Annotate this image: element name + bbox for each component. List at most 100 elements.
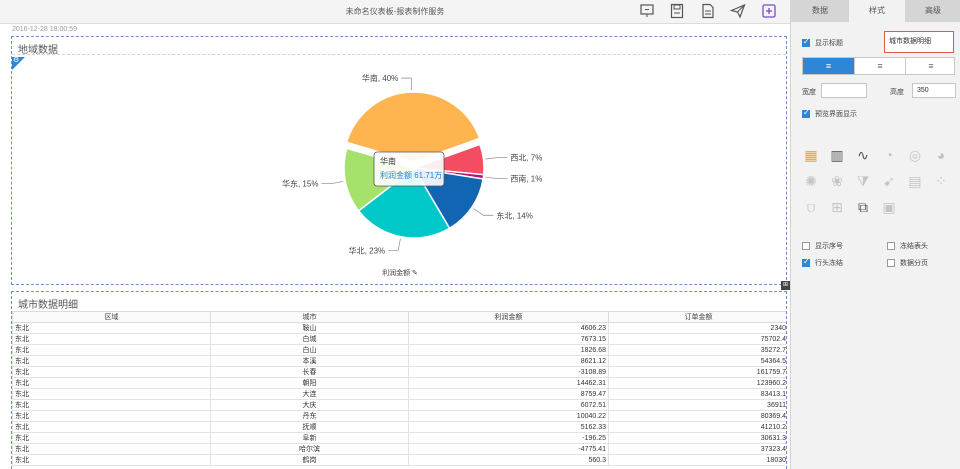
pie-slice-4[interactable]: [357, 166, 451, 239]
pie-chart[interactable]: 华南, 40% 西北, 7% 西南, 1% 东北, 14% 华北, 23% 华东, 15%…: [12, 37, 788, 286]
table-cell: 5162.33: [408, 421, 609, 433]
table-cell: -3108.89: [408, 366, 609, 378]
data-table: 区域 城市 利润金额 订单金额 东北 鞍山 4606.23 2340 东北 白城 7673.15 7…: [12, 311, 786, 466]
pie-slice-0[interactable]: [345, 91, 481, 163]
presentation-icon[interactable]: [639, 3, 655, 19]
show-row-number-checkbox[interactable]: [802, 242, 810, 250]
table-cell: 35272.7: [608, 344, 786, 356]
table-cell: 丹东: [210, 410, 409, 422]
slice-leader-line: [321, 180, 344, 185]
show-row-number-label: 显示序号: [815, 243, 843, 250]
text-block-icon[interactable]: ▣: [882, 199, 896, 215]
table-row[interactable]: 东北 鹤岗 560.3 18030: [12, 454, 786, 466]
pie-chart-icon[interactable]: ◕: [936, 147, 946, 163]
slice-leader-line: [485, 157, 508, 160]
freeze-row-header-checkbox[interactable]: [802, 257, 810, 267]
table-cell: -196.25: [408, 432, 609, 444]
column-header[interactable]: 利润金额: [408, 311, 609, 323]
table-row[interactable]: 东北 鞍山 4606.23 2340: [12, 322, 786, 334]
table-cell: 东北: [12, 344, 211, 356]
panel-title: 城市数据明细: [18, 300, 78, 311]
table-cell: 大庆: [210, 399, 409, 411]
sidebar-tabs: 数据 样式 高级: [791, 0, 960, 22]
table-panel[interactable]: 城市数据明细 区域 城市 利润金额 订单金额 东北 鞍山 4606.23 2340 东北 白城 7…: [11, 291, 787, 469]
tab-style[interactable]: 样式: [849, 0, 905, 22]
map-icon[interactable]: ➹: [883, 173, 895, 189]
funnel-icon[interactable]: ⧩: [856, 173, 870, 189]
height-input[interactable]: 350: [912, 83, 956, 98]
send-icon[interactable]: [729, 3, 746, 19]
title-input[interactable]: 城市数据明细: [884, 31, 954, 53]
table-cell: 41210.2: [608, 421, 786, 433]
save-as-icon[interactable]: [700, 3, 716, 19]
property-sidebar: 数据 样式 高级: [790, 0, 960, 469]
align-right-button[interactable]: ≡: [905, 58, 956, 74]
table-cell: 东北: [12, 388, 211, 400]
table-row[interactable]: 东北 阜新 -196.25 30631.3: [12, 432, 786, 444]
table-cell: 东北: [12, 432, 211, 444]
table-row[interactable]: 东北 长春 -3108.89 161759.7: [12, 366, 786, 378]
table-row[interactable]: 东北 白山 1826.68 35272.7: [12, 344, 786, 356]
column-header[interactable]: 城市: [210, 311, 409, 323]
resize-handle-icon[interactable]: ⊞: [781, 281, 790, 290]
table-cell: 鹤岗: [210, 454, 409, 466]
table-cell: 鞍山: [210, 322, 409, 334]
table-cell: 抚顺: [210, 421, 409, 433]
table-icon[interactable]: ▦: [804, 147, 818, 163]
freeze-header-checkbox[interactable]: [887, 242, 895, 250]
table-row[interactable]: 东北 大庆 6072.51 36911: [12, 399, 786, 411]
tooltip-value: 利润金额 61.71万: [380, 170, 442, 180]
table-cell: 83413.1: [608, 388, 786, 400]
save-icon[interactable]: [669, 3, 685, 19]
table-cell: 18030: [608, 454, 786, 466]
column-header[interactable]: 区域: [12, 311, 211, 323]
slice-label: 西南, 1%: [510, 174, 542, 184]
stacked-icon[interactable]: ⊞: [831, 199, 843, 215]
align-center-button[interactable]: ≡: [854, 58, 905, 74]
table-cell: -4775.41: [408, 443, 609, 455]
table-cell: 80369.4: [608, 410, 786, 422]
freeze-header-label: 冻结表头: [900, 243, 928, 250]
table-cell: 东北: [12, 366, 211, 378]
tab-data[interactable]: 数据: [791, 0, 849, 22]
table-row[interactable]: 东北 本溪 8621.12 54364.5: [12, 355, 786, 367]
show-title-checkbox[interactable]: [802, 37, 810, 47]
slice-label: 西北, 7%: [510, 154, 542, 163]
table-cell: 8621.12: [408, 355, 609, 367]
tab-advanced[interactable]: 高级: [905, 0, 960, 22]
preview-checkbox[interactable]: [802, 108, 810, 118]
table-cell: 大连: [210, 388, 409, 400]
data-pagination-checkbox[interactable]: [887, 259, 895, 267]
slice-label: 华北, 23%: [349, 245, 385, 255]
table-row[interactable]: 东北 白城 7673.15 75702.4: [12, 333, 786, 345]
table-cell: 2340: [608, 322, 786, 334]
table-cell: 36911: [608, 399, 786, 411]
line-chart-icon[interactable]: ∿: [857, 147, 869, 163]
timestamp: 2016-12-28 18:00:59: [12, 26, 77, 33]
bar-chart-icon[interactable]: ▥: [830, 147, 844, 163]
freeze-row-header-label: 行头冻结: [815, 260, 843, 267]
gauge-icon[interactable]: ◔: [884, 147, 894, 163]
column-header[interactable]: 订单金额: [608, 311, 786, 323]
flow-icon[interactable]: ⧉: [858, 199, 868, 215]
tooltip-region: 华南: [380, 156, 396, 166]
preview-label: 预览界面显示: [815, 111, 857, 118]
align-left-button[interactable]: ≡: [803, 58, 854, 74]
table-row[interactable]: 东北 大连 8759.47 83413.1: [12, 388, 786, 400]
table-row[interactable]: 东北 朝阳 14462.31 123960.2: [12, 377, 786, 389]
edit-icon[interactable]: ✎: [412, 270, 418, 277]
radar-icon[interactable]: ✺: [805, 173, 817, 189]
table-row[interactable]: 东北 抚顺 5162.33 41210.2: [12, 421, 786, 433]
combo-icon[interactable]: ⩌: [806, 199, 816, 215]
width-input[interactable]: [821, 83, 867, 98]
scatter-icon[interactable]: ⁘: [935, 173, 947, 189]
add-component-icon[interactable]: [761, 3, 777, 19]
pie-chart-panel[interactable]: 地域数据 ⚙ 华南, 40% 西北, 7% 西南, 1% 东北, 14% 华北, 23%…: [11, 36, 787, 285]
table-cell: 东北: [12, 399, 211, 411]
rose-icon[interactable]: ❀: [831, 173, 843, 189]
table-row[interactable]: 东北 丹东 10040.22 80369.4: [12, 410, 786, 422]
table-row[interactable]: 东北 哈尔滨 -4775.41 37323.4: [12, 443, 786, 455]
table-cell: 54364.5: [608, 355, 786, 367]
ring-icon[interactable]: ◎: [908, 147, 922, 163]
area-icon[interactable]: ▤: [908, 173, 922, 189]
